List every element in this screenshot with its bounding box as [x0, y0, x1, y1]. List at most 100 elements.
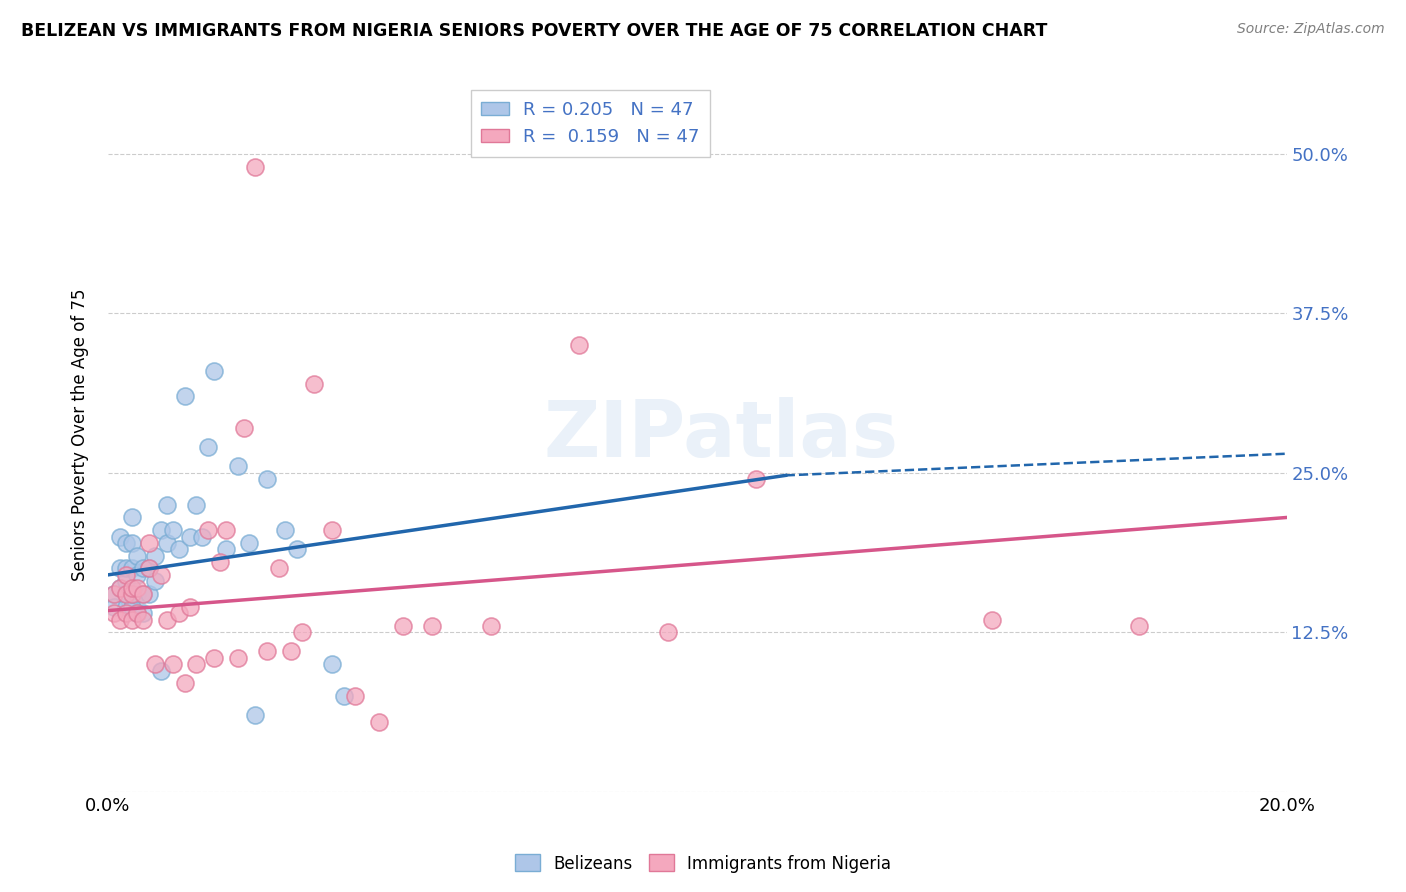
Point	[256, 472, 278, 486]
Point	[232, 421, 254, 435]
Point	[132, 587, 155, 601]
Point	[103, 587, 125, 601]
Point	[127, 581, 149, 595]
Point	[108, 561, 131, 575]
Point	[245, 160, 267, 174]
Point	[127, 587, 149, 601]
Point	[132, 561, 155, 575]
Point	[173, 676, 195, 690]
Point	[332, 689, 354, 703]
Point	[132, 613, 155, 627]
Point	[568, 338, 591, 352]
Point	[114, 599, 136, 614]
Point	[304, 376, 326, 391]
Point	[226, 650, 249, 665]
Point	[138, 536, 160, 550]
Point	[368, 714, 391, 729]
Point	[420, 619, 443, 633]
Point	[127, 606, 149, 620]
Text: ZIPatlas: ZIPatlas	[543, 397, 898, 473]
Point	[114, 536, 136, 550]
Point	[121, 581, 143, 595]
Point	[114, 587, 136, 601]
Point	[981, 613, 1004, 627]
Point	[162, 657, 184, 672]
Point	[150, 523, 173, 537]
Legend: Belizeans, Immigrants from Nigeria: Belizeans, Immigrants from Nigeria	[508, 847, 898, 880]
Point	[150, 664, 173, 678]
Point	[108, 581, 131, 595]
Point	[291, 625, 314, 640]
Point	[179, 599, 201, 614]
Point	[121, 599, 143, 614]
Legend: R = 0.205   N = 47, R =  0.159   N = 47: R = 0.205 N = 47, R = 0.159 N = 47	[471, 90, 710, 157]
Point	[127, 549, 149, 563]
Point	[138, 561, 160, 575]
Point	[191, 530, 214, 544]
Point	[186, 657, 208, 672]
Point	[114, 567, 136, 582]
Point	[121, 510, 143, 524]
Point	[280, 644, 302, 658]
Point	[274, 523, 297, 537]
Point	[114, 587, 136, 601]
Point	[173, 389, 195, 403]
Point	[121, 613, 143, 627]
Point	[267, 561, 290, 575]
Point	[215, 542, 238, 557]
Point	[143, 574, 166, 589]
Point	[108, 581, 131, 595]
Point	[197, 523, 219, 537]
Point	[127, 606, 149, 620]
Point	[238, 536, 260, 550]
Point	[103, 606, 125, 620]
Point	[108, 613, 131, 627]
Point	[114, 561, 136, 575]
Point	[121, 561, 143, 575]
Point	[156, 536, 179, 550]
Point	[215, 523, 238, 537]
Point	[479, 619, 502, 633]
Text: BELIZEAN VS IMMIGRANTS FROM NIGERIA SENIORS POVERTY OVER THE AGE OF 75 CORRELATI: BELIZEAN VS IMMIGRANTS FROM NIGERIA SENI…	[21, 22, 1047, 40]
Point	[745, 472, 768, 486]
Point	[143, 657, 166, 672]
Point	[197, 440, 219, 454]
Point	[156, 498, 179, 512]
Point	[202, 364, 225, 378]
Point	[121, 587, 143, 601]
Point	[391, 619, 413, 633]
Point	[143, 549, 166, 563]
Point	[167, 542, 190, 557]
Point	[285, 542, 308, 557]
Point	[114, 606, 136, 620]
Point	[245, 708, 267, 723]
Point	[179, 530, 201, 544]
Point	[226, 459, 249, 474]
Point	[114, 574, 136, 589]
Point	[344, 689, 367, 703]
Point	[321, 657, 343, 672]
Point	[108, 530, 131, 544]
Point	[162, 523, 184, 537]
Point	[321, 523, 343, 537]
Point	[132, 587, 155, 601]
Point	[256, 644, 278, 658]
Point	[202, 650, 225, 665]
Point	[127, 567, 149, 582]
Point	[150, 567, 173, 582]
Point	[121, 536, 143, 550]
Point	[132, 606, 155, 620]
Point	[103, 599, 125, 614]
Text: Source: ZipAtlas.com: Source: ZipAtlas.com	[1237, 22, 1385, 37]
Point	[156, 613, 179, 627]
Point	[138, 561, 160, 575]
Point	[208, 555, 231, 569]
Point	[1128, 619, 1150, 633]
Point	[186, 498, 208, 512]
Point	[121, 587, 143, 601]
Point	[657, 625, 679, 640]
Point	[138, 587, 160, 601]
Y-axis label: Seniors Poverty Over the Age of 75: Seniors Poverty Over the Age of 75	[72, 288, 89, 581]
Point	[167, 606, 190, 620]
Point	[103, 587, 125, 601]
